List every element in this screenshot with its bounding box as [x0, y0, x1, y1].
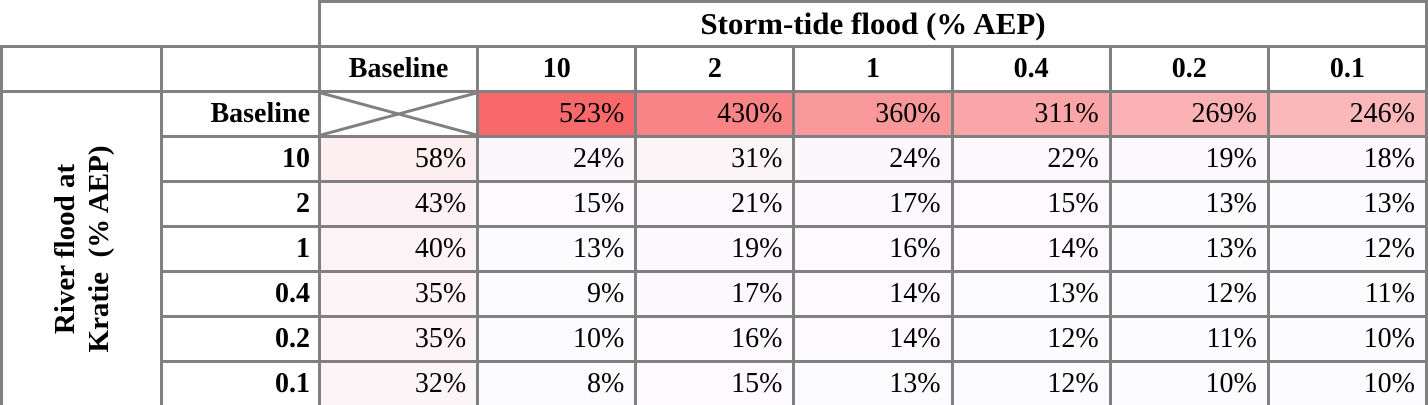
- crossed-out-cell: [317, 90, 480, 138]
- data-cell-2-0-4: 15%: [950, 180, 1112, 228]
- data-cell-10-10: 24%: [476, 135, 638, 183]
- data-cell-2-10: 15%: [476, 180, 638, 228]
- data-cell-0-1-baseline: 32%: [317, 360, 480, 405]
- data-cell-2-1: 17%: [792, 180, 954, 228]
- data-cell-0-1-2: 15%: [634, 360, 796, 405]
- row-header-0-2: 0.2: [160, 315, 321, 363]
- data-cell-2-2: 21%: [634, 180, 796, 228]
- data-cell-1-10: 13%: [476, 225, 638, 273]
- river-flood-axis-cell: River flood at Kratie (% AEP): [0, 90, 163, 405]
- data-cell-0-2-1: 14%: [792, 315, 954, 363]
- data-cell-baseline-1: 360%: [792, 90, 954, 138]
- data-row-baseline: River flood at Kratie (% AEP) Baseline 523…: [0, 90, 1428, 405]
- data-cell-10-baseline: 58%: [317, 135, 480, 183]
- data-cell-0-1-0-1: 10%: [1266, 360, 1428, 405]
- data-cell-baseline-0-4: 311%: [950, 90, 1112, 138]
- empty-header-cell-left: [0, 45, 163, 93]
- row-header-0-4: 0.4: [160, 270, 321, 318]
- data-cell-baseline-0-1: 246%: [1266, 90, 1428, 138]
- data-cell-0-2-0-1: 10%: [1266, 315, 1428, 363]
- data-cell-10-0-4: 22%: [950, 135, 1112, 183]
- data-cell-0-4-0-4: 13%: [950, 270, 1112, 318]
- data-row-10: 10 58% 24% 31% 24% 22% 19% 18%: [2, 135, 1428, 183]
- storm-tide-axis-title: Storm-tide flood (% AEP): [318, 0, 1428, 48]
- data-cell-0-2-baseline: 35%: [317, 315, 480, 363]
- x-cross-icon: [321, 93, 476, 135]
- data-cell-2-0-2: 13%: [1108, 180, 1270, 228]
- data-cell-1-0-2: 13%: [1108, 225, 1270, 273]
- data-row-0-1: 0.1 32% 8% 15% 13% 12% 10% 10%: [2, 360, 1428, 405]
- data-row-1: 1 40% 13% 19% 16% 14% 13% 12%: [2, 225, 1428, 273]
- data-cell-2-baseline: 43%: [317, 180, 480, 228]
- data-cell-0-4-baseline: 35%: [317, 270, 480, 318]
- data-cell-10-0-1: 18%: [1266, 135, 1428, 183]
- data-cell-1-0-1: 12%: [1266, 225, 1428, 273]
- data-cell-0-1-1: 13%: [792, 360, 954, 405]
- data-cell-0-1-10: 8%: [476, 360, 638, 405]
- empty-header-cell-right: [160, 45, 321, 93]
- col-header-2: 2: [634, 45, 796, 93]
- data-cell-1-2: 19%: [634, 225, 796, 273]
- data-cell-10-2: 31%: [634, 135, 796, 183]
- data-cell-baseline-10: 523%: [476, 90, 638, 138]
- data-cell-baseline-2: 430%: [634, 90, 796, 138]
- data-cell-2-0-1: 13%: [1266, 180, 1428, 228]
- data-cell-10-1: 24%: [792, 135, 954, 183]
- river-flood-axis-title: River flood at Kratie (% AEP): [48, 145, 115, 353]
- data-cell-0-4-0-2: 12%: [1108, 270, 1270, 318]
- data-cell-0-1-0-2: 10%: [1108, 360, 1270, 405]
- col-header-10: 10: [476, 45, 638, 93]
- data-cell-10-0-2: 19%: [1108, 135, 1270, 183]
- data-cell-0-2-0-2: 11%: [1108, 315, 1270, 363]
- data-cell-0-4-0-1: 11%: [1266, 270, 1428, 318]
- column-header-row: Baseline 10 2 1 0.4 0.2 0.1: [0, 45, 1428, 93]
- data-cell-0-4-10: 9%: [476, 270, 638, 318]
- col-header-0-2: 0.2: [1108, 45, 1270, 93]
- top-left-spacer: [1, 1, 320, 47]
- data-cell-0-2-0-4: 12%: [950, 315, 1112, 363]
- data-cell-1-0-4: 14%: [950, 225, 1112, 273]
- data-row-2: 2 43% 15% 21% 17% 15% 13% 13%: [2, 180, 1428, 228]
- data-cell-baseline-0-2: 269%: [1108, 90, 1270, 138]
- data-cell-0-2-2: 16%: [634, 315, 796, 363]
- data-cell-1-1: 16%: [792, 225, 954, 273]
- row-header-baseline: Baseline: [160, 90, 321, 138]
- data-cell-1-baseline: 40%: [317, 225, 480, 273]
- col-header-0-1: 0.1: [1266, 45, 1428, 93]
- data-row-0-2: 0.2 35% 10% 16% 14% 12% 11% 10%: [2, 315, 1428, 363]
- row-header-10: 10: [160, 135, 321, 183]
- row-header-0-1: 0.1: [160, 360, 321, 405]
- data-row-0-4: 0.4 35% 9% 17% 14% 13% 12% 11%: [2, 270, 1428, 318]
- row-header-1: 1: [160, 225, 321, 273]
- col-header-1: 1: [792, 45, 954, 93]
- data-cell-0-1-0-4: 12%: [950, 360, 1112, 405]
- axis-title-row: Storm-tide flood (% AEP): [1, 0, 1428, 48]
- col-header-baseline: Baseline: [317, 45, 480, 93]
- row-header-2: 2: [160, 180, 321, 228]
- data-cell-0-4-2: 17%: [634, 270, 796, 318]
- data-cell-0-4-1: 14%: [792, 270, 954, 318]
- col-header-0-4: 0.4: [950, 45, 1112, 93]
- data-cell-0-2-10: 10%: [476, 315, 638, 363]
